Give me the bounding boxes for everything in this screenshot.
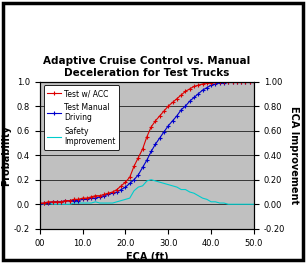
- Test w/ ACC: [192, 85, 196, 88]
- Safety
Improvement: [89, 201, 93, 205]
- X-axis label: ECA (ft): ECA (ft): [125, 252, 168, 262]
- Test Manual
Driving: [192, 96, 196, 99]
- Test Manual
Driving: [248, 80, 252, 83]
- Safety
Improvement: [252, 203, 256, 206]
- Test w/ ACC: [102, 193, 106, 196]
- Test Manual
Driving: [252, 80, 256, 83]
- Test Manual
Driving: [179, 108, 183, 111]
- Legend: Test w/ ACC, Test Manual
Driving, Safety
Improvement: Test w/ ACC, Test Manual Driving, Safety…: [43, 85, 119, 150]
- Safety
Improvement: [149, 178, 153, 181]
- Test w/ ACC: [179, 93, 183, 97]
- Safety
Improvement: [201, 196, 204, 200]
- Test Manual
Driving: [38, 203, 42, 206]
- Y-axis label: ECA Improvement: ECA Improvement: [289, 106, 299, 204]
- Test w/ ACC: [38, 201, 42, 205]
- Test Manual
Driving: [226, 80, 230, 83]
- Safety
Improvement: [38, 201, 42, 205]
- Line: Safety
Improvement: Safety Improvement: [40, 180, 254, 204]
- Line: Test Manual
Driving: Test Manual Driving: [37, 79, 256, 207]
- Test w/ ACC: [85, 196, 89, 200]
- Test w/ ACC: [252, 80, 256, 83]
- Test Manual
Driving: [106, 193, 110, 196]
- Safety
Improvement: [42, 203, 46, 206]
- Line: Test w/ ACC: Test w/ ACC: [37, 79, 256, 205]
- Safety
Improvement: [248, 203, 252, 206]
- Safety
Improvement: [106, 201, 110, 205]
- Test w/ ACC: [248, 80, 252, 83]
- Test w/ ACC: [106, 192, 110, 195]
- Y-axis label: Probability: Probability: [1, 125, 11, 186]
- Title: Adaptive Cruise Control vs. Manual
Deceleration for Test Trucks: Adaptive Cruise Control vs. Manual Decel…: [43, 55, 251, 78]
- Test Manual
Driving: [85, 198, 89, 201]
- Test w/ ACC: [214, 80, 217, 83]
- Safety
Improvement: [111, 201, 114, 205]
- Test Manual
Driving: [102, 194, 106, 197]
- Safety
Improvement: [188, 190, 192, 194]
